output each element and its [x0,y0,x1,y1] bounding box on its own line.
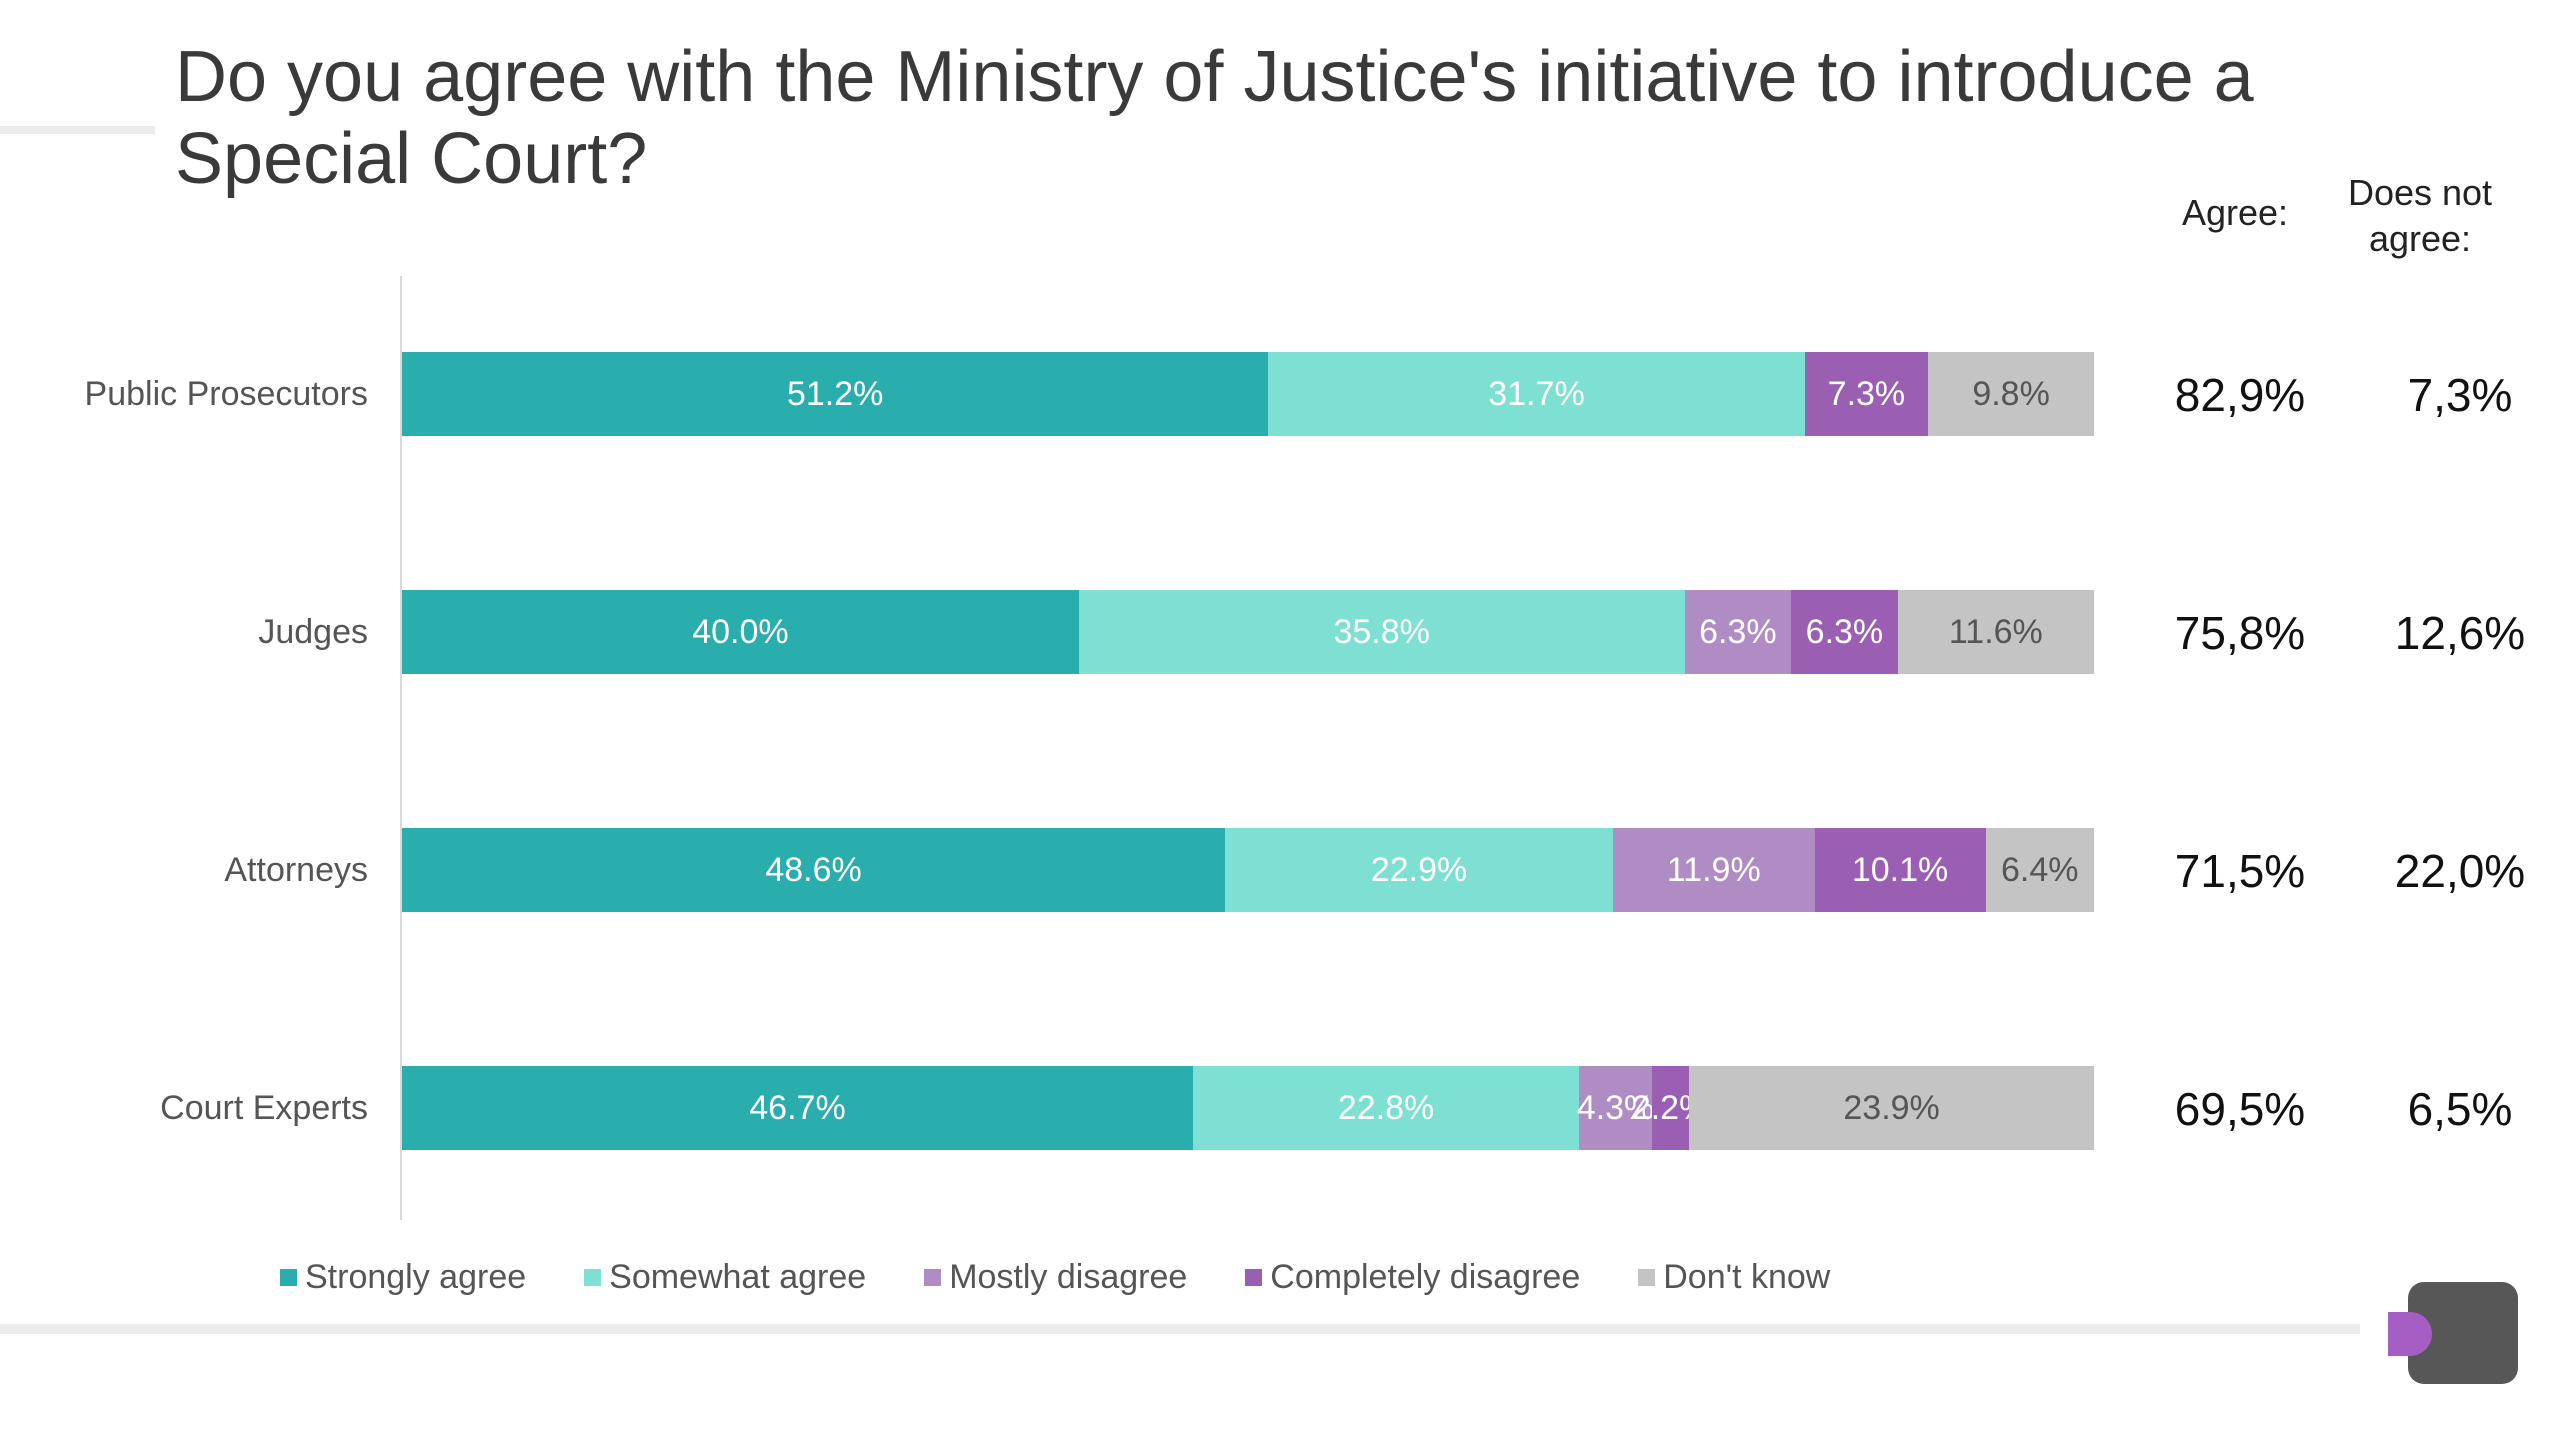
data-label: 6.3% [1699,612,1777,651]
bar-segment-completely-disagree: 2.2% [1632,1066,1709,1150]
legend-label: Strongly agree [305,1258,527,1296]
category-label: Public Prosecutors [84,375,368,413]
disagree-total: 7,3% [2407,369,2513,421]
data-label: 23.9% [1843,1088,1940,1127]
bar-segment-somewhat-agree: 31.7% [1268,352,1805,436]
bar-segment-strongly-agree: 48.6% [402,828,1226,912]
bar-segment-mostly-disagree: 4.3% [1576,1066,1655,1150]
legend-item-strongly-agree: Strongly agree [280,1258,526,1297]
bar-segment-completely-disagree: 7.3% [1804,352,1929,436]
bar-segment-strongly-agree: 51.2% [402,352,1269,436]
bar-segment-dont-know: 23.9% [1689,1066,2094,1150]
bar-segment-mostly-disagree: 6.3% [1684,590,1792,674]
data-label: 51.2% [786,374,884,413]
legend-label: Somewhat agree [609,1258,867,1296]
disagree-column-header: Does not agree: [2347,172,2493,259]
bar-segment-somewhat-agree: 22.9% [1225,828,1613,912]
data-label: 6.4% [2001,850,2079,889]
data-label: 22.9% [1370,850,1468,889]
bar-segment-dont-know: 11.6% [1897,590,2094,674]
legend-swatch [1638,1269,1656,1286]
bar-segment-dont-know: 6.4% [1985,828,2094,912]
chart-title: Do you agree with the Ministry of Justic… [175,37,2254,199]
data-label: 40.0% [692,612,789,651]
data-label: 46.7% [749,1088,846,1127]
data-label: 9.8% [1972,374,2050,413]
legend-label: Don't know [1663,1258,1831,1296]
data-label: 11.9% [1666,850,1761,889]
stacked-bar: 46.7% 22.8% 4.3% 2.2% 23.9% [402,1066,2094,1150]
agree-total: 75,8% [2174,607,2306,659]
bar-segment-somewhat-agree: 22.8% [1192,1066,1580,1150]
legend-item-dont-know: Don't know [1638,1258,1830,1297]
category-label: Judges [258,613,368,651]
legend-item-somewhat-agree: Somewhat agree [584,1258,866,1297]
stacked-bar: 40.0% 35.8% 6.3% 6.3% 11.6% [402,590,2094,674]
data-label: 48.6% [765,850,862,889]
legend-item-mostly-disagree: Mostly disagree [924,1258,1187,1297]
decorative-line-top [0,126,155,134]
legend-label: Mostly disagree [949,1258,1188,1296]
agree-total: 82,9% [2174,369,2306,421]
data-label: 11.6% [1948,612,2043,651]
category-label: Court Experts [160,1089,368,1127]
data-label: 31.7% [1488,374,1585,413]
data-label: 22.8% [1337,1088,1435,1127]
legend-label: Completely disagree [1270,1258,1581,1296]
stacked-bar: 48.6% 22.9% 11.9% 10.1% 6.4% [402,828,2094,912]
bar-segment-somewhat-agree: 35.8% [1078,590,1685,674]
category-axis-line [400,276,402,1220]
disagree-total: 6,5% [2407,1083,2513,1135]
brand-logo-icon [2388,1282,2518,1384]
data-label: 10.1% [1851,850,1949,889]
legend-swatch [1245,1269,1263,1286]
agree-column-header: Agree: [2181,192,2289,233]
bar-segment-strongly-agree: 40.0% [402,590,1079,674]
bar-segment-mostly-disagree: 11.9% [1612,828,1815,912]
decorative-line-bottom [0,1324,2360,1334]
agree-total: 69,5% [2174,1083,2306,1135]
bar-segment-completely-disagree: 6.3% [1791,590,1898,674]
legend-swatch [584,1269,602,1286]
legend-item-completely-disagree: Completely disagree [1245,1258,1580,1297]
legend-swatch [280,1269,297,1286]
bar-segment-dont-know: 9.8% [1928,352,2094,436]
data-label: 35.8% [1333,612,1430,651]
data-label: 7.3% [1827,374,1906,413]
category-label: Attorneys [224,851,368,889]
bar-segment-completely-disagree: 10.1% [1814,828,1986,912]
stacked-bar: 51.2% 31.7% 7.3% 9.8% [402,352,2094,436]
bar-segment-strongly-agree: 46.7% [402,1066,1193,1150]
legend-swatch [924,1269,942,1286]
data-label: 4.3% [1576,1088,1655,1127]
data-label: 6.3% [1805,612,1884,651]
disagree-total: 12,6% [2394,607,2526,659]
agree-total: 71,5% [2174,845,2306,897]
disagree-total: 22,0% [2394,845,2526,897]
chart-legend: Strongly agree Somewhat agree Mostly disag… [280,1258,1830,1297]
